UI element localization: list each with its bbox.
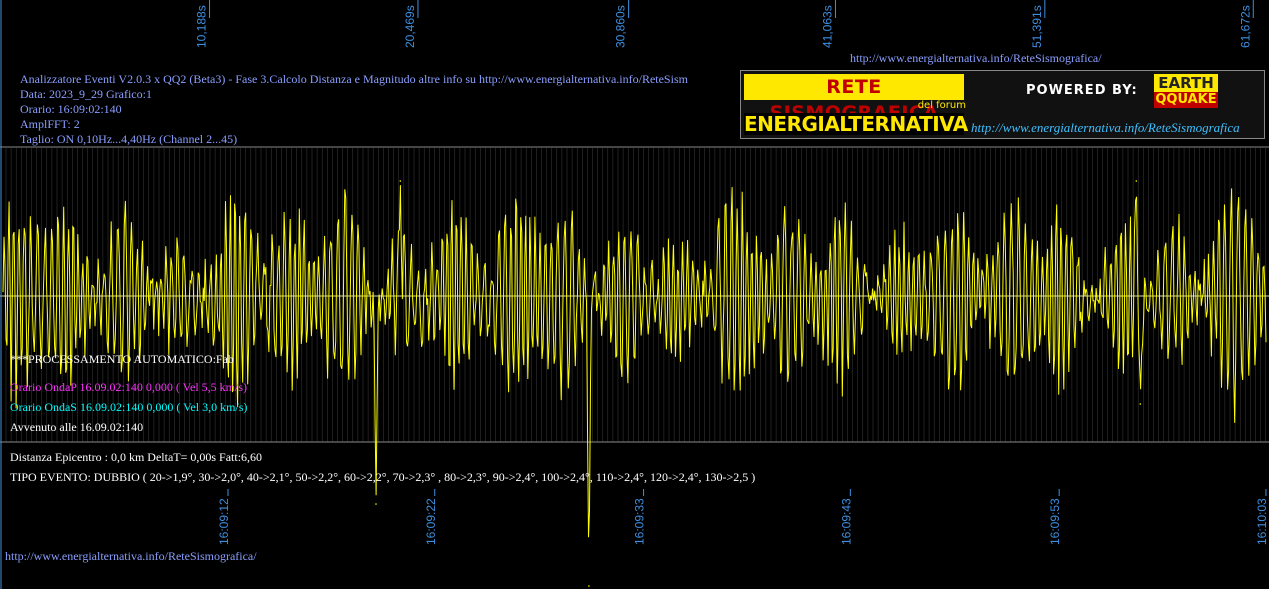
onda-p-time: Orario OndaP 16.09.02:140 0,000 ( Vel 5,… xyxy=(10,380,247,394)
bottom-tick-label: 16:09:43 xyxy=(839,498,853,545)
top-tick-label: 10,188s xyxy=(195,5,209,48)
banner-url[interactable]: http://www.energialternativa.info/ReteSi… xyxy=(971,120,1240,135)
trace-peak xyxy=(588,585,590,587)
date-line: Data: 2023_9_29 Grafico:1 xyxy=(20,87,152,101)
bottom-tick-label: 16:09:12 xyxy=(217,498,231,545)
top-tick-label: 51,391s xyxy=(1030,5,1044,48)
trace-peak xyxy=(399,180,402,182)
bottom-tick-label: 16:09:53 xyxy=(1048,498,1062,545)
analyzer-title: Analizzatore Eventi V2.0.3 x QQ2 (Beta3)… xyxy=(20,72,688,86)
earthquake-logo-bottom: QQUAKE xyxy=(1154,92,1218,108)
banner-rete-title: RETE SISMOGRAFICA xyxy=(744,74,964,124)
trace-peak xyxy=(1135,180,1138,182)
banner-powered-by: POWERED BY: xyxy=(1026,83,1138,98)
footer-url[interactable]: http://www.energialternativa.info/ReteSi… xyxy=(5,549,257,563)
event-time: Avvenuto alle 16.09.02:140 xyxy=(10,420,144,434)
amplfft-line: AmplFFT: 2 xyxy=(20,117,80,131)
trace-peak xyxy=(1139,403,1142,405)
event-type: TIPO EVENTO: DUBBIO ( 20->1,9°, 30->2,0°… xyxy=(10,470,756,484)
top-tick-label: 30,860s xyxy=(614,5,628,48)
bottom-tick-label: 16:10:03 xyxy=(1255,498,1269,545)
onda-s-time: Orario OndaS 16.09.02:140 0,000 ( Vel 3,… xyxy=(10,400,248,414)
rete-sismografica-banner[interactable]: RETE SISMOGRAFICA del forum ENERGIALTERN… xyxy=(740,70,1265,139)
filter-line: Taglio: ON 0,10Hz...4,40Hz (Channel 2...… xyxy=(20,132,238,146)
top-url[interactable]: http://www.energialternativa.info/ReteSi… xyxy=(850,51,1102,65)
top-tick-label: 61,672s xyxy=(1238,5,1252,48)
banner-del-forum: del forum xyxy=(917,100,966,111)
trace-peak xyxy=(375,503,377,505)
banner-energialternativa: ENERGIALTERNATIVA xyxy=(744,112,968,136)
epicenter-distance: Distanza Epicentro : 0,0 km DeltaT= 0,00… xyxy=(10,450,263,464)
top-tick-label: 41,063s xyxy=(820,5,834,48)
bottom-tick-label: 16:09:33 xyxy=(633,498,647,545)
seismic-trace xyxy=(2,185,1267,538)
time-line: Orario: 16:09:02:140 xyxy=(20,102,122,116)
bottom-tick-label: 16:09:22 xyxy=(424,498,438,545)
earthquake-logo-top: EARTH xyxy=(1154,74,1218,92)
processing-label: ***PROCESSAMENTO AUTOMATICO:Fab xyxy=(10,352,234,366)
top-tick-label: 20,469s xyxy=(403,5,417,48)
